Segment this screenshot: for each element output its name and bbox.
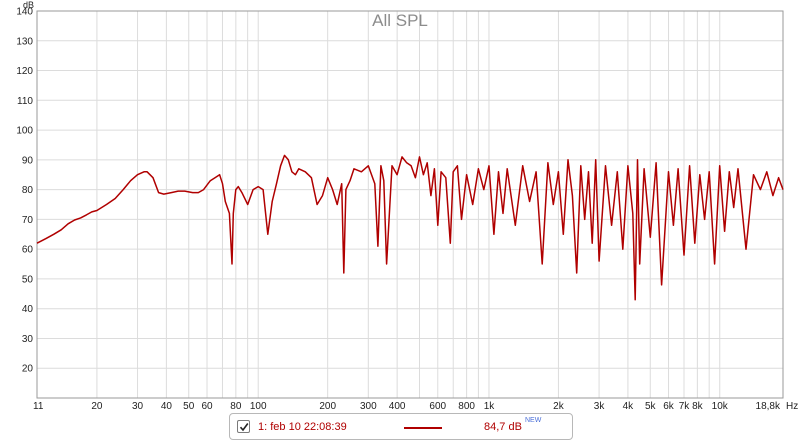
x-tick-label: 8k — [692, 401, 704, 412]
y-tick-label: 30 — [22, 334, 34, 345]
legend-series-name: 1: feb 10 22:08:39 — [258, 421, 347, 433]
x-tick-label: 7k — [679, 401, 691, 412]
x-tick-label: 1k — [484, 401, 496, 412]
series-visibility-checkbox[interactable] — [237, 420, 250, 433]
y-tick-label: 60 — [22, 245, 34, 256]
x-tick-label: 4k — [623, 401, 635, 412]
x-tick-label: 20 — [91, 401, 103, 412]
series-layer — [36, 154, 784, 301]
x-axis-ticks: 11 20 30 40 50 60 80 100 200 300 400 600 800 1k 2k 3k 4k… — [33, 401, 781, 412]
x-axis-unit: Hz — [786, 401, 798, 412]
x-tick-label: 40 — [161, 401, 173, 412]
x-tick-label: 30 — [132, 401, 144, 412]
legend-box: 1: feb 10 22:08:39 84,7 dB NEW — [229, 413, 573, 440]
x-tick-label: 50 — [183, 401, 195, 412]
x-tick-label: 80 — [230, 401, 242, 412]
x-tick-label: 10k — [712, 401, 729, 412]
x-tick-label: 400 — [389, 401, 406, 412]
y-tick-label: 90 — [22, 155, 34, 166]
x-tick-label: 5k — [645, 401, 657, 412]
y-axis-label: dB — [23, 0, 34, 10]
x-tick-label: 6k — [663, 401, 675, 412]
x-tick-label: 60 — [201, 401, 213, 412]
x-tick-label: 200 — [319, 401, 336, 412]
x-tick-label: 11 — [33, 401, 44, 412]
checkmark-icon — [239, 423, 249, 432]
chart-title: All SPL — [372, 11, 428, 30]
x-tick-label: 2k — [553, 401, 565, 412]
y-tick-label: 130 — [16, 36, 33, 47]
x-tick-label: 100 — [250, 401, 267, 412]
x-tick-label: 18,8k — [756, 401, 781, 412]
y-tick-label: 120 — [16, 66, 33, 77]
y-tick-label: 20 — [22, 364, 34, 375]
y-tick-label: 40 — [22, 304, 34, 315]
y-axis-ticks: 20 30 40 50 60 70 80 90 100 110 120 130 140 — [16, 7, 33, 375]
y-tick-label: 140 — [16, 7, 33, 18]
y-tick-label: 110 — [17, 96, 33, 107]
x-tick-label: 300 — [360, 401, 377, 412]
x-tick-label: 600 — [429, 401, 446, 412]
x-tick-label: 3k — [594, 401, 606, 412]
y-tick-label: 70 — [22, 215, 34, 226]
y-tick-label: 100 — [16, 126, 33, 137]
y-tick-label: 50 — [22, 274, 34, 285]
legend-current-value: 84,7 dB — [484, 421, 522, 433]
legend-new-badge: NEW — [525, 417, 542, 424]
legend-line-swatch — [404, 427, 442, 429]
plot-frame — [36, 10, 784, 399]
y-tick-label: 80 — [22, 185, 34, 196]
series-line — [36, 154, 784, 301]
x-tick-label: 800 — [458, 401, 475, 412]
